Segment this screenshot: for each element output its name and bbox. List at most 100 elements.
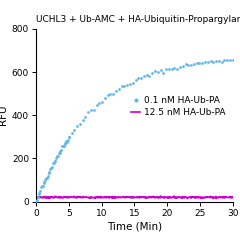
0.1 nM HA-Ub-PA xyxy=(66,138,70,142)
0.1 nM HA-Ub-PA xyxy=(111,92,115,96)
0.1 nM HA-Ub-PA xyxy=(217,59,221,63)
0.1 nM HA-Ub-PA xyxy=(89,108,93,112)
0.1 nM HA-Ub-PA xyxy=(148,74,151,78)
0.1 nM HA-Ub-PA xyxy=(59,148,63,152)
0.1 nM HA-Ub-PA xyxy=(195,60,198,64)
0.1 nM HA-Ub-PA xyxy=(161,71,165,75)
0.1 nM HA-Ub-PA xyxy=(175,67,179,71)
0.1 nM HA-Ub-PA xyxy=(34,199,38,203)
0.1 nM HA-Ub-PA xyxy=(81,118,85,122)
0.1 nM HA-Ub-PA xyxy=(131,81,135,85)
0.1 nM HA-Ub-PA xyxy=(186,64,190,67)
0.1 nM HA-Ub-PA xyxy=(192,63,196,66)
0.1 nM HA-Ub-PA xyxy=(54,156,58,160)
0.1 nM HA-Ub-PA xyxy=(231,58,235,61)
0.1 nM HA-Ub-PA xyxy=(67,135,71,138)
0.1 nM HA-Ub-PA xyxy=(36,195,40,198)
0.1 nM HA-Ub-PA xyxy=(117,87,121,91)
0.1 nM HA-Ub-PA xyxy=(54,159,57,163)
Legend: 0.1 nM HA-Ub-PA, 12.5 nM HA-Ub-PA: 0.1 nM HA-Ub-PA, 12.5 nM HA-Ub-PA xyxy=(129,93,228,120)
Text: UCHL3 + Ub-AMC + HA-Ubiquitin-Propargylamide: UCHL3 + Ub-AMC + HA-Ubiquitin-Propargyla… xyxy=(36,14,240,24)
0.1 nM HA-Ub-PA xyxy=(103,96,107,100)
0.1 nM HA-Ub-PA xyxy=(134,78,138,81)
12.5 nM HA-Ub-PA xyxy=(141,196,144,199)
0.1 nM HA-Ub-PA xyxy=(84,115,87,119)
0.1 nM HA-Ub-PA xyxy=(64,139,68,143)
0.1 nM HA-Ub-PA xyxy=(35,198,39,202)
0.1 nM HA-Ub-PA xyxy=(198,61,201,65)
0.1 nM HA-Ub-PA xyxy=(142,74,146,78)
0.1 nM HA-Ub-PA xyxy=(61,144,65,148)
0.1 nM HA-Ub-PA xyxy=(200,61,204,65)
0.1 nM HA-Ub-PA xyxy=(86,110,90,114)
0.1 nM HA-Ub-PA xyxy=(40,185,44,188)
0.1 nM HA-Ub-PA xyxy=(75,125,79,128)
Line: 12.5 nM HA-Ub-PA: 12.5 nM HA-Ub-PA xyxy=(36,196,233,199)
0.1 nM HA-Ub-PA xyxy=(46,174,50,178)
0.1 nM HA-Ub-PA xyxy=(39,186,43,189)
0.1 nM HA-Ub-PA xyxy=(222,58,226,62)
0.1 nM HA-Ub-PA xyxy=(150,72,154,75)
0.1 nM HA-Ub-PA xyxy=(45,176,49,180)
0.1 nM HA-Ub-PA xyxy=(49,166,53,170)
0.1 nM HA-Ub-PA xyxy=(181,64,185,67)
12.5 nM HA-Ub-PA xyxy=(197,195,199,198)
0.1 nM HA-Ub-PA xyxy=(170,67,174,71)
12.5 nM HA-Ub-PA xyxy=(128,196,131,199)
0.1 nM HA-Ub-PA xyxy=(100,100,104,103)
0.1 nM HA-Ub-PA xyxy=(173,66,176,70)
0.1 nM HA-Ub-PA xyxy=(37,192,41,196)
0.1 nM HA-Ub-PA xyxy=(55,154,59,158)
0.1 nM HA-Ub-PA xyxy=(214,60,218,63)
0.1 nM HA-Ub-PA xyxy=(70,131,73,135)
0.1 nM HA-Ub-PA xyxy=(228,58,232,61)
0.1 nM HA-Ub-PA xyxy=(67,135,71,139)
0.1 nM HA-Ub-PA xyxy=(145,73,149,77)
0.1 nM HA-Ub-PA xyxy=(42,181,46,185)
X-axis label: Time (Min): Time (Min) xyxy=(107,222,162,232)
0.1 nM HA-Ub-PA xyxy=(114,89,118,93)
0.1 nM HA-Ub-PA xyxy=(50,165,54,169)
0.1 nM HA-Ub-PA xyxy=(167,67,171,71)
0.1 nM HA-Ub-PA xyxy=(92,108,96,112)
0.1 nM HA-Ub-PA xyxy=(56,154,60,158)
Y-axis label: RFU: RFU xyxy=(0,105,8,126)
0.1 nM HA-Ub-PA xyxy=(206,60,210,64)
0.1 nM HA-Ub-PA xyxy=(122,84,126,88)
0.1 nM HA-Ub-PA xyxy=(164,67,168,71)
12.5 nM HA-Ub-PA xyxy=(159,195,162,198)
0.1 nM HA-Ub-PA xyxy=(203,60,207,64)
0.1 nM HA-Ub-PA xyxy=(63,141,66,145)
0.1 nM HA-Ub-PA xyxy=(128,82,132,86)
0.1 nM HA-Ub-PA xyxy=(57,151,61,155)
0.1 nM HA-Ub-PA xyxy=(178,65,182,69)
12.5 nM HA-Ub-PA xyxy=(35,195,37,198)
0.1 nM HA-Ub-PA xyxy=(108,92,112,96)
0.1 nM HA-Ub-PA xyxy=(48,167,52,171)
12.5 nM HA-Ub-PA xyxy=(228,196,230,199)
0.1 nM HA-Ub-PA xyxy=(65,140,69,144)
0.1 nM HA-Ub-PA xyxy=(41,184,45,188)
0.1 nM HA-Ub-PA xyxy=(97,102,101,105)
0.1 nM HA-Ub-PA xyxy=(60,144,64,148)
0.1 nM HA-Ub-PA xyxy=(59,149,62,153)
0.1 nM HA-Ub-PA xyxy=(106,93,110,97)
0.1 nM HA-Ub-PA xyxy=(95,103,98,107)
0.1 nM HA-Ub-PA xyxy=(38,190,42,193)
0.1 nM HA-Ub-PA xyxy=(120,84,124,88)
0.1 nM HA-Ub-PA xyxy=(156,70,160,74)
0.1 nM HA-Ub-PA xyxy=(159,68,162,72)
12.5 nM HA-Ub-PA xyxy=(186,197,189,200)
0.1 nM HA-Ub-PA xyxy=(43,178,47,182)
0.1 nM HA-Ub-PA xyxy=(72,128,76,132)
0.1 nM HA-Ub-PA xyxy=(225,58,229,61)
0.1 nM HA-Ub-PA xyxy=(64,142,67,146)
0.1 nM HA-Ub-PA xyxy=(37,192,41,195)
12.5 nM HA-Ub-PA xyxy=(231,196,234,199)
0.1 nM HA-Ub-PA xyxy=(220,60,224,64)
0.1 nM HA-Ub-PA xyxy=(62,144,66,148)
0.1 nM HA-Ub-PA xyxy=(211,60,215,64)
0.1 nM HA-Ub-PA xyxy=(78,122,82,126)
0.1 nM HA-Ub-PA xyxy=(48,170,51,174)
0.1 nM HA-Ub-PA xyxy=(209,59,212,62)
